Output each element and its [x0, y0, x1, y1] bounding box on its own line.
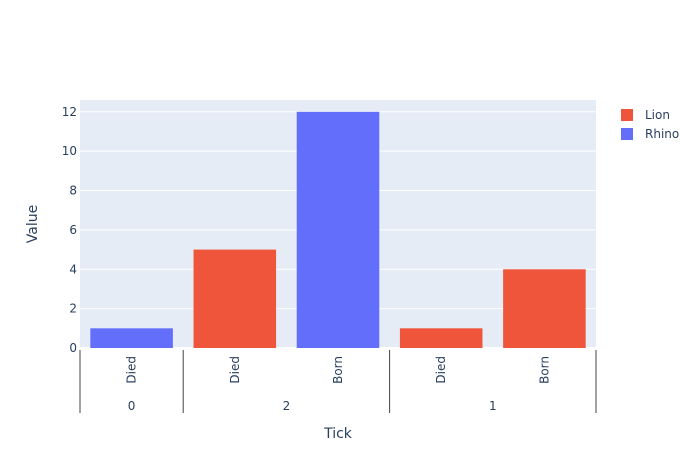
y-tick-label: 0 — [69, 341, 77, 355]
y-tick-label: 8 — [69, 184, 77, 198]
x-category-label: Died — [434, 356, 448, 384]
legend-label-rhino[interactable]: Rhino — [645, 127, 679, 141]
x-category-label: Died — [125, 356, 139, 384]
x-category-label: Born — [537, 356, 551, 384]
x-category-label: Died — [228, 356, 242, 384]
bar-lion[interactable] — [503, 269, 586, 348]
legend[interactable]: Lion Rhino — [621, 108, 679, 141]
bar-lion[interactable] — [193, 249, 277, 348]
x-tick-labels: Died Died Born Died Born 0 2 1 — [125, 356, 552, 413]
y-tick-label: 6 — [69, 223, 77, 237]
bar-rhino[interactable] — [296, 111, 380, 348]
x-group-label: 1 — [489, 399, 497, 413]
x-axis-title: Tick — [323, 426, 353, 442]
x-category-label: Born — [331, 356, 345, 384]
x-group-label: 0 — [128, 399, 136, 413]
bar-lion[interactable] — [399, 328, 483, 348]
bars — [90, 111, 586, 348]
y-axis-title: Value — [25, 205, 41, 243]
y-tick-label: 4 — [69, 262, 77, 276]
y-tick-label: 2 — [69, 302, 77, 316]
y-tick-label: 10 — [62, 144, 77, 158]
legend-swatch-rhino[interactable] — [621, 128, 633, 140]
group-dividers — [79, 350, 597, 413]
x-group-label: 2 — [283, 399, 291, 413]
bar-rhino[interactable] — [90, 328, 173, 348]
legend-label-lion[interactable]: Lion — [645, 108, 670, 122]
legend-swatch-lion[interactable] — [621, 109, 633, 121]
y-tick-labels: 0 2 4 6 8 10 12 — [62, 105, 77, 355]
y-tick-label: 12 — [62, 105, 77, 119]
